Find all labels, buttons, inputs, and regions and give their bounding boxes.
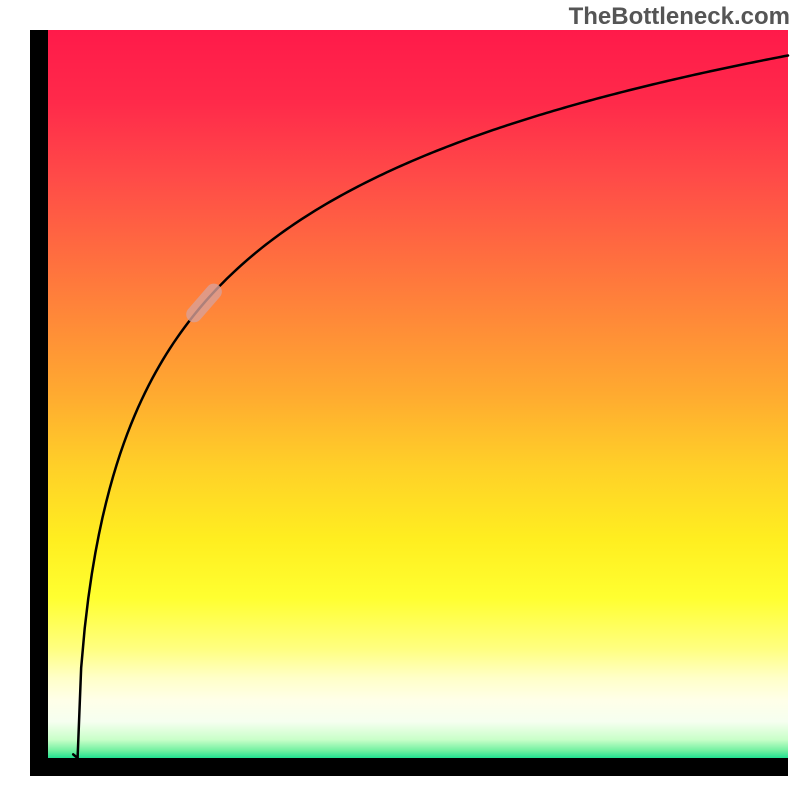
gradient-background <box>48 30 788 758</box>
attribution-text: TheBottleneck.com <box>569 3 790 30</box>
bottleneck-chart: TheBottleneck.com <box>0 0 800 800</box>
x-axis <box>30 758 788 776</box>
y-axis <box>30 30 48 776</box>
